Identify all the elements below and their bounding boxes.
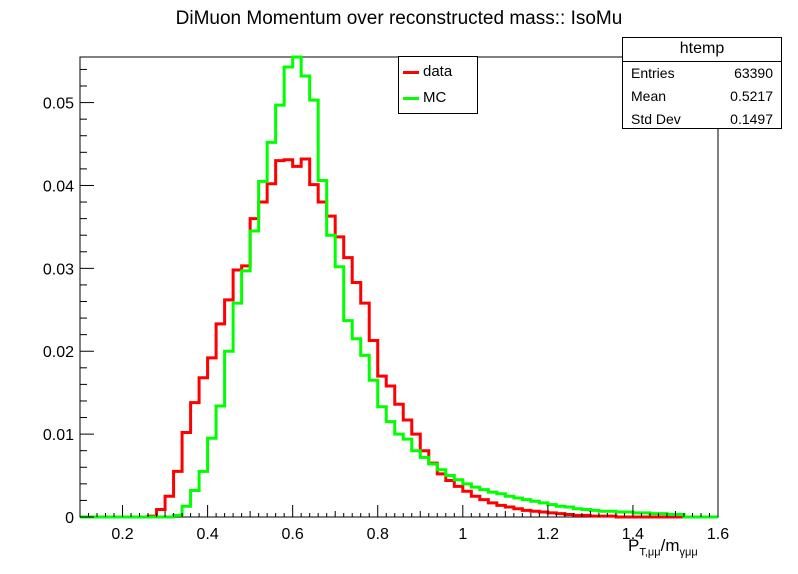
stats-name: htemp — [623, 38, 781, 62]
x-tick-label: 0.8 — [367, 526, 389, 543]
stats-entries-label: Entries — [631, 65, 675, 81]
x-tick-label: 0.6 — [282, 526, 304, 543]
x-title-second: m — [665, 536, 680, 555]
stats-std-row: Std Dev 0.1497 — [623, 108, 781, 131]
stats-mean-row: Mean 0.5217 — [623, 85, 781, 108]
x-tick-label: 0.2 — [111, 526, 133, 543]
y-tick-label: 0.01 — [43, 427, 74, 444]
stats-mean-value: 0.5217 — [730, 88, 773, 104]
x-tick-label: 1.6 — [707, 526, 729, 543]
series-line-data — [80, 157, 718, 519]
x-tick-label: 1 — [458, 526, 467, 543]
legend-label-data: data — [423, 63, 453, 80]
x-tick-label: 1.4 — [622, 526, 644, 543]
chart-title: DiMuon Momentum over reconstructed mass:… — [175, 8, 623, 29]
stats-entries-row: Entries 63390 — [623, 62, 781, 85]
stats-box: htemp Entries 63390 Mean 0.5217 Std Dev … — [622, 37, 782, 129]
x-axis-title: PT,μμ/mγμμ — [628, 536, 698, 558]
stats-std-value: 0.1497 — [730, 111, 773, 127]
y-tick-label: 0 — [65, 510, 74, 527]
stats-entries-value: 63390 — [734, 65, 773, 81]
axis-layer: 0.2 0.4 0.6 0.8 1 1.2 1.4 1.6 0 0.01 0.02 0.03 0.04 0… — [43, 68, 729, 543]
x-title-sep: / — [660, 536, 666, 555]
x-title-base-sub: T,μμ — [639, 546, 661, 559]
series-line-mc — [80, 55, 718, 519]
y-tick-label: 0.03 — [43, 261, 74, 278]
legend: data MC — [398, 56, 478, 114]
x-tick-label: 0.4 — [196, 526, 218, 543]
y-tick-label: 0.05 — [43, 96, 74, 113]
legend-swatch-data — [403, 71, 419, 74]
y-tick-label: 0.02 — [43, 344, 74, 361]
stats-mean-label: Mean — [631, 88, 667, 104]
stats-std-label: Std Dev — [631, 111, 681, 127]
x-tick-label: 1.2 — [537, 526, 559, 543]
x-title-second-sub: γμμ — [679, 546, 698, 559]
y-tick-label: 0.04 — [43, 178, 74, 195]
legend-swatch-mc — [403, 97, 419, 100]
x-title-base: P — [628, 536, 640, 555]
legend-label-mc: MC — [423, 89, 447, 106]
